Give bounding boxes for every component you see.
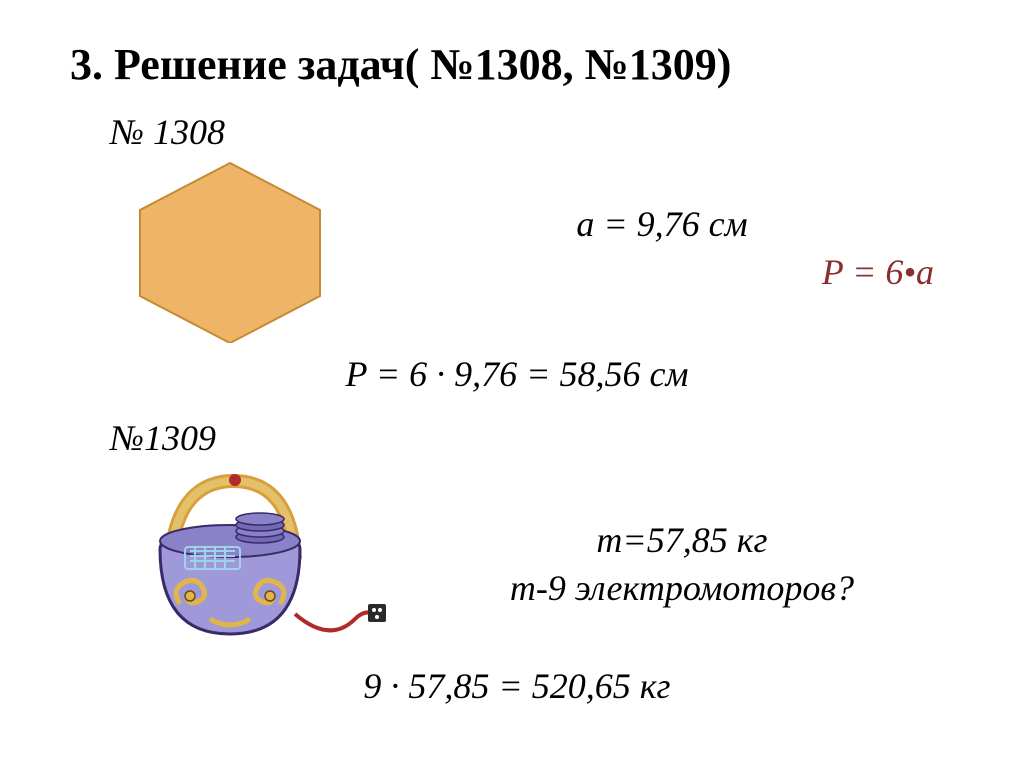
problem-1-row: a = 9,76 см P = 6•a bbox=[70, 153, 964, 343]
problem-2-label: №1309 bbox=[110, 417, 964, 459]
machine-wire bbox=[295, 612, 375, 630]
p1-formula: P = 6•a bbox=[360, 251, 964, 293]
p2-given: m=57,85 кг bbox=[400, 519, 964, 561]
hexagon-shape bbox=[140, 163, 320, 343]
content: № 1308 a = 9,76 см P = 6•a P = 6 · 9,76 … bbox=[70, 111, 964, 707]
electric-machine-icon bbox=[130, 469, 390, 659]
slide-title: 3. Решение задач( №1308, №1309) bbox=[70, 40, 964, 91]
problem-2-row: m=57,85 кг m-9 электромоторов? bbox=[70, 469, 964, 659]
problem-2-equations: m=57,85 кг m-9 электромоторов? bbox=[400, 513, 964, 615]
machine-plates bbox=[236, 513, 284, 543]
hexagon-wrap bbox=[100, 153, 360, 343]
plug-hole-1 bbox=[372, 608, 376, 612]
p2-calc: 9 · 57,85 = 520,65 кг bbox=[70, 665, 964, 707]
p1-calc: P = 6 · 9,76 = 58,56 см bbox=[70, 353, 964, 395]
handle-knob bbox=[229, 474, 241, 486]
plug-hole-2 bbox=[378, 608, 382, 612]
plug-icon bbox=[368, 604, 386, 622]
machine-wrap bbox=[120, 469, 400, 659]
hexagon-icon bbox=[125, 153, 335, 343]
p1-given: a = 9,76 см bbox=[360, 203, 964, 245]
problem-1-label: № 1308 bbox=[110, 111, 964, 153]
problem-1-equations: a = 9,76 см P = 6•a bbox=[360, 197, 964, 299]
p2-question: m-9 электромоторов? bbox=[400, 567, 964, 609]
slide: 3. Решение задач( №1308, №1309) № 1308 a… bbox=[0, 0, 1024, 768]
plug-hole-3 bbox=[375, 615, 379, 619]
